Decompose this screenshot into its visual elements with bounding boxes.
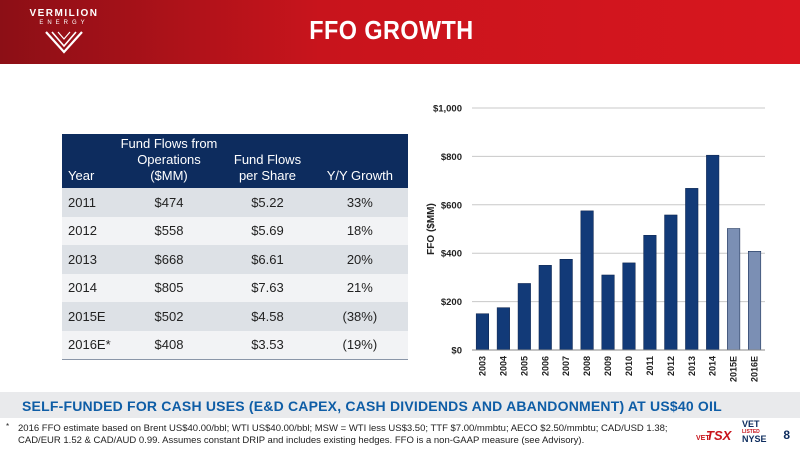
bar bbox=[496, 307, 510, 351]
table-row: 2016E* $408 $3.53 (19%) bbox=[62, 330, 408, 359]
bar bbox=[664, 214, 678, 351]
y-tick-label: $400 bbox=[441, 249, 462, 260]
bar bbox=[538, 265, 552, 351]
logo-name: VERMILION bbox=[29, 8, 99, 19]
key-message-banner: SELF-FUNDED FOR CASH USES (E&D CAPEX, CA… bbox=[0, 392, 800, 418]
footnote-marker: * bbox=[6, 422, 10, 431]
cell-yy: 21% bbox=[346, 280, 373, 296]
cell-year: 2013 bbox=[68, 251, 97, 267]
header-yy: Y/Y Growth bbox=[326, 168, 393, 183]
x-tick-label: 2009 bbox=[603, 356, 613, 376]
x-tick-label: 2016E bbox=[750, 356, 760, 382]
logo-sub: ENERGY bbox=[39, 20, 89, 26]
x-tick-label: 2004 bbox=[498, 356, 508, 376]
cell-yy: 33% bbox=[346, 194, 373, 210]
listed-label: LISTED bbox=[742, 429, 760, 435]
bar bbox=[559, 259, 573, 351]
cell-fps: $6.61 bbox=[251, 251, 284, 267]
cell-yy: 20% bbox=[346, 251, 373, 267]
nyse-ticker: VET bbox=[742, 419, 760, 429]
nyse-logo: VET LISTED NYSE bbox=[742, 420, 767, 444]
ffo-bar-chart: $0 $200 $400 $600 $800 $1,000 FFO ($MM) 2003 200… bbox=[426, 104, 765, 382]
cell-year: 2015E bbox=[68, 308, 106, 324]
bar bbox=[622, 262, 636, 351]
x-tick-label: 2013 bbox=[687, 356, 697, 376]
header-ffo: Fund Flows from Operations ($MM) bbox=[120, 136, 218, 183]
y-axis-label: FFO ($MM) bbox=[426, 203, 437, 255]
bar bbox=[475, 313, 489, 351]
cell-ffo: $668 bbox=[154, 251, 184, 267]
x-tick-label: 2015E bbox=[729, 356, 739, 382]
cell-year: 2014 bbox=[68, 280, 97, 296]
cell-year: 2016E* bbox=[68, 337, 111, 352]
bar bbox=[601, 274, 615, 351]
cell-ffo: $805 bbox=[154, 280, 184, 296]
table-row: 2015E $502 $4.58 (38%) bbox=[62, 302, 408, 331]
header-fps: Fund Flows per Share bbox=[233, 152, 302, 183]
logo-chevron-icon bbox=[45, 31, 83, 54]
y-tick-label: $200 bbox=[441, 297, 462, 308]
x-tick-label: 2014 bbox=[708, 356, 718, 376]
company-logo: VERMILION ENERGY bbox=[16, 8, 112, 58]
y-tick-label: $800 bbox=[441, 152, 462, 163]
y-tick-label: $1,000 bbox=[433, 104, 462, 115]
page-number: 8 bbox=[783, 428, 790, 442]
table-row: 2013 $668 $6.61 20% bbox=[62, 245, 408, 274]
cell-ffo: $502 bbox=[154, 308, 184, 324]
x-tick-label: 2011 bbox=[645, 356, 655, 376]
header-year: Year bbox=[68, 168, 95, 183]
x-tick-label: 2010 bbox=[624, 356, 634, 376]
banner-text: SELF-FUNDED FOR CASH USES (E&D CAPEX, CA… bbox=[22, 398, 722, 414]
cell-ffo: $408 bbox=[154, 337, 184, 352]
header-bar: VERMILION ENERGY FFO GROWTH bbox=[0, 0, 800, 64]
cell-fps: $5.22 bbox=[251, 194, 284, 210]
cell-fps: $3.53 bbox=[251, 337, 284, 352]
cell-yy: 18% bbox=[346, 223, 373, 239]
bar bbox=[748, 251, 762, 351]
cell-yy: (38%) bbox=[342, 308, 378, 324]
nyse-label: NYSE bbox=[742, 434, 767, 444]
bar bbox=[643, 235, 657, 351]
x-tick-label: 2005 bbox=[519, 356, 529, 376]
cell-ffo: $474 bbox=[154, 194, 184, 210]
bar bbox=[580, 210, 594, 351]
cell-yy: (19%) bbox=[342, 337, 378, 352]
cell-year: 2011 bbox=[68, 194, 96, 210]
bar bbox=[517, 283, 531, 351]
x-tick-label: 2007 bbox=[561, 356, 571, 376]
page-title: FFO GROWTH bbox=[309, 15, 474, 45]
cell-fps: $5.69 bbox=[251, 223, 284, 239]
y-tick-label: $0 bbox=[451, 346, 462, 357]
table-row: 2011 $474 $5.22 33% bbox=[62, 188, 408, 217]
ffo-table: Year Fund Flows from Operations ($MM) Fu… bbox=[62, 134, 408, 360]
cell-year: 2012 bbox=[68, 223, 97, 239]
x-tick-label: 2008 bbox=[582, 356, 592, 376]
footnote-text: 2016 FFO estimate based on Brent US$40.0… bbox=[18, 423, 668, 446]
bar bbox=[727, 228, 741, 351]
table-row: 2014 $805 $7.63 21% bbox=[62, 273, 408, 302]
x-tick-label: 2006 bbox=[540, 356, 550, 376]
bar bbox=[685, 188, 699, 351]
x-tick-label: 2003 bbox=[477, 356, 487, 376]
cell-fps: $7.63 bbox=[251, 280, 284, 296]
cell-fps: $4.58 bbox=[251, 308, 284, 324]
y-tick-label: $600 bbox=[441, 200, 462, 211]
bar bbox=[706, 154, 720, 351]
x-tick-label: 2012 bbox=[666, 356, 676, 376]
exchange-listing: VET TSX VET LISTED NYSE bbox=[696, 420, 768, 446]
tsx-logo: TSX bbox=[706, 428, 732, 443]
tsx-ticker: VET bbox=[696, 435, 710, 442]
cell-ffo: $558 bbox=[154, 223, 184, 239]
table-header-row: Year Fund Flows from Operations ($MM) Fu… bbox=[62, 134, 408, 188]
table-row: 2012 $558 $5.69 18% bbox=[62, 216, 408, 245]
